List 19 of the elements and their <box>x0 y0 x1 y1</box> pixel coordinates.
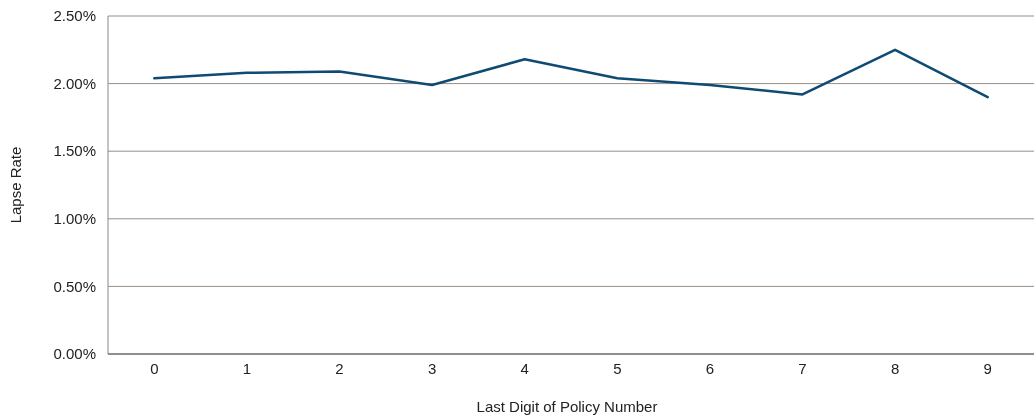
x-tick-label: 8 <box>890 360 900 377</box>
x-tick-label: 0 <box>150 360 159 377</box>
y-tick-label: 0.50% <box>53 277 96 295</box>
x-tick-label: 4 <box>520 360 529 377</box>
y-tick-label: 0.00% <box>53 345 96 363</box>
y-tick-label: 1.00% <box>53 210 96 228</box>
x-tick-label: 9 <box>983 360 992 377</box>
x-tick-label: 5 <box>613 360 622 377</box>
x-tick-label: 1 <box>242 360 252 377</box>
x-tick-label: 2 <box>335 360 344 377</box>
x-tick-label: 6 <box>705 360 715 377</box>
x-tick-label: 7 <box>798 360 807 377</box>
y-tick-label: 2.50% <box>53 7 96 25</box>
x-axis-title: Last Digit of Policy Number <box>476 398 658 415</box>
x-tick-label: 3 <box>427 360 437 377</box>
y-axis-title: Lapse Rate <box>7 146 24 224</box>
line-series <box>153 48 989 99</box>
y-tick-label: 2.00% <box>53 74 96 92</box>
y-tick-label: 1.50% <box>53 142 96 160</box>
